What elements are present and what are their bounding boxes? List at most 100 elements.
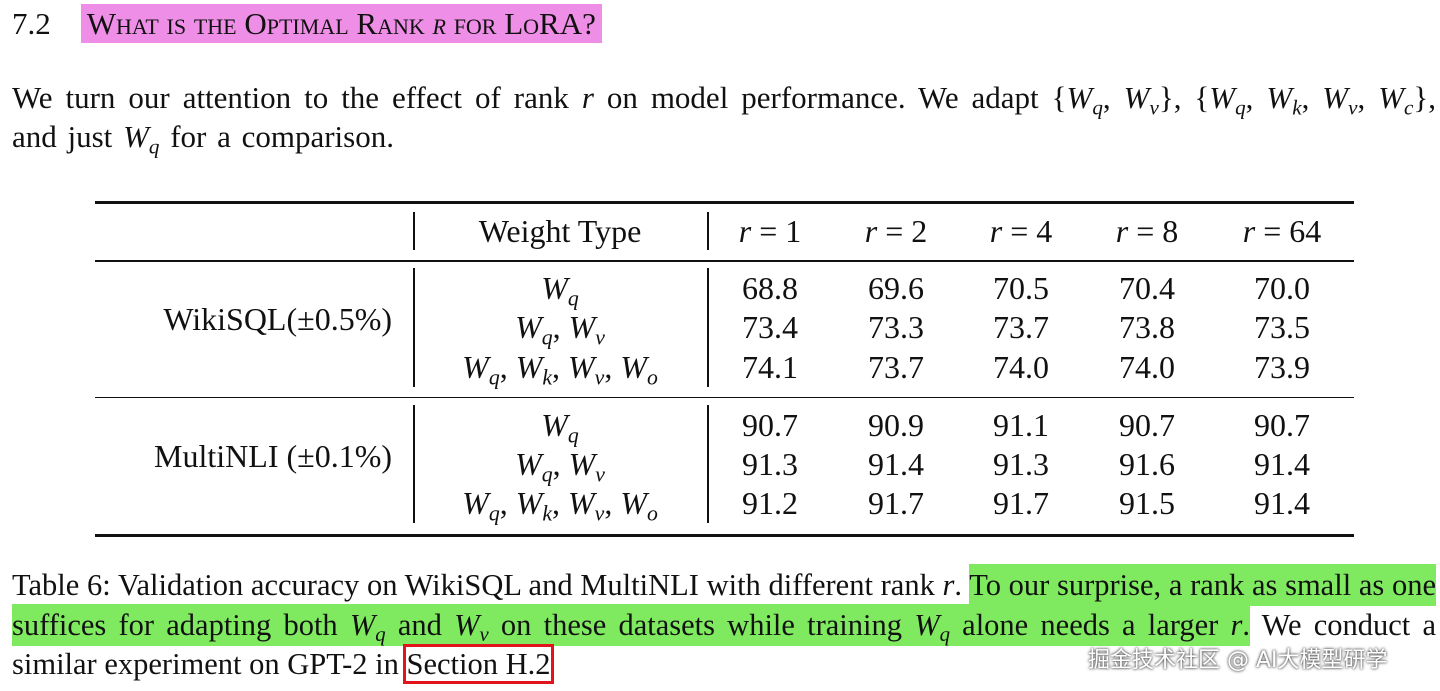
value-cell: 73.3 — [836, 307, 956, 347]
table-rule — [413, 212, 415, 250]
math-variable: W — [568, 445, 596, 482]
value-cell: 68.8 — [710, 268, 830, 308]
value-text: 90.9 — [868, 406, 924, 443]
text-run: = 2 — [877, 213, 928, 249]
text-run: , — [604, 485, 621, 522]
caption-highlight: To our surprise, a rank as small as one … — [12, 564, 1437, 646]
group-label: WikiSQL(±0.5%) — [92, 299, 392, 339]
text-run: , — [1357, 80, 1379, 115]
math-subscript: v — [595, 462, 605, 487]
value-text: 68.8 — [742, 270, 798, 306]
value-cell: 91.7 — [961, 483, 1081, 523]
math-subscript: q — [1092, 95, 1103, 120]
text-run: alone needs a larger — [949, 607, 1231, 642]
math-variable: W — [454, 607, 480, 642]
math-subscript: c — [1404, 95, 1414, 120]
value-text: 91.6 — [1119, 445, 1175, 482]
group-label: MultiNLI (±0.1%) — [92, 436, 392, 476]
text-run: = 64 — [1255, 213, 1322, 249]
math-variable: W — [568, 485, 595, 522]
value-text: 91.4 — [1254, 485, 1310, 522]
math-variable: W — [462, 348, 489, 385]
header-cell: r = 2 — [836, 211, 956, 251]
value-cell: 73.8 — [1087, 307, 1207, 347]
math-subscript: q — [939, 623, 950, 646]
text-run: , — [552, 309, 569, 346]
value-cell: 70.5 — [961, 268, 1081, 308]
text-run: = 4 — [1002, 213, 1053, 249]
section-heading: 7.2 What is the Optimal Rank r for LoRA? — [12, 2, 602, 46]
value-text: 73.7 — [868, 348, 924, 385]
math-subscript: q — [148, 134, 160, 159]
value-text: 91.4 — [1254, 445, 1310, 482]
math-variable: W — [515, 445, 542, 482]
math-variable: r — [581, 80, 594, 115]
math-variable: W — [541, 270, 568, 306]
text-run: . — [954, 568, 970, 602]
math-variable: W — [1123, 80, 1150, 115]
math-variable: r — [864, 213, 878, 249]
math-variable: W — [620, 348, 647, 385]
value-cell: 69.6 — [836, 268, 956, 308]
math-variable: W — [1378, 80, 1405, 115]
text-run: , — [604, 348, 621, 385]
math-subscript: k — [542, 365, 552, 390]
math-variable: r — [1230, 607, 1243, 642]
value-text: 91.3 — [742, 445, 798, 482]
math-subscript: v — [594, 365, 605, 390]
value-text: 90.7 — [742, 406, 798, 443]
intro-paragraph: We turn our attention to the effect of r… — [12, 78, 1437, 159]
value-cell: 74.0 — [1087, 347, 1207, 387]
text-run: }, and just — [12, 80, 1437, 154]
math-variable: W — [515, 309, 542, 346]
text-run: and — [385, 607, 455, 642]
value-text: 73.9 — [1254, 348, 1310, 385]
math-variable: W — [1322, 80, 1349, 115]
text-run: = 1 — [751, 213, 802, 249]
value-text: 73.4 — [742, 309, 798, 346]
math-subscript: q — [488, 365, 500, 390]
value-text: 91.7 — [868, 485, 924, 522]
math-subscript: q — [567, 286, 579, 311]
header-cell: r = 8 — [1087, 211, 1207, 251]
table-rule — [95, 260, 1354, 262]
value-cell: 73.7 — [961, 307, 1081, 347]
table-rule — [707, 268, 709, 387]
weight-cell: Wq, Wk, Wv, Wo — [415, 483, 705, 526]
value-cell: 90.7 — [710, 405, 830, 445]
value-cell: 91.3 — [961, 444, 1081, 484]
math-variable: W — [568, 309, 596, 346]
math-subscript: q — [488, 501, 500, 526]
text-run: , — [499, 485, 516, 522]
math-subscript: q — [1235, 95, 1246, 120]
value-text: 74.1 — [742, 348, 798, 385]
math-subscript: k — [1292, 95, 1302, 120]
value-cell: 91.4 — [1222, 444, 1342, 484]
weight-cell: Wq — [415, 268, 705, 311]
value-text: 69.6 — [868, 270, 924, 306]
text-run: , — [552, 485, 568, 522]
value-cell: 90.7 — [1222, 405, 1342, 445]
value-cell: 73.9 — [1222, 347, 1342, 387]
math-variable: r — [1115, 213, 1129, 249]
math-subscript: q — [375, 623, 386, 646]
text-run: on model performance. We adapt { — [593, 80, 1067, 115]
table-rule — [413, 404, 415, 524]
group-label-text: WikiSQL(±0.5%) — [163, 301, 392, 338]
text-run: , — [1102, 80, 1124, 115]
value-text: 74.0 — [993, 348, 1049, 385]
value-text: 70.0 — [1254, 270, 1310, 306]
math-subscript: q — [541, 462, 553, 487]
weight-cell: Wq — [415, 405, 705, 446]
value-cell: 90.9 — [836, 405, 956, 445]
math-variable: W — [123, 119, 149, 154]
value-cell: 90.7 — [1087, 405, 1207, 445]
value-cell: 70.4 — [1087, 268, 1207, 308]
value-text: 73.8 — [1119, 309, 1175, 346]
value-cell: 73.7 — [836, 347, 956, 387]
value-cell: 91.1 — [961, 405, 1081, 445]
value-text: 73.3 — [868, 309, 924, 346]
caption-lead: Table 6: Validation accuracy on WikiSQL … — [12, 568, 969, 602]
math-variable: r — [1242, 213, 1256, 249]
value-text: 90.7 — [1254, 406, 1310, 443]
